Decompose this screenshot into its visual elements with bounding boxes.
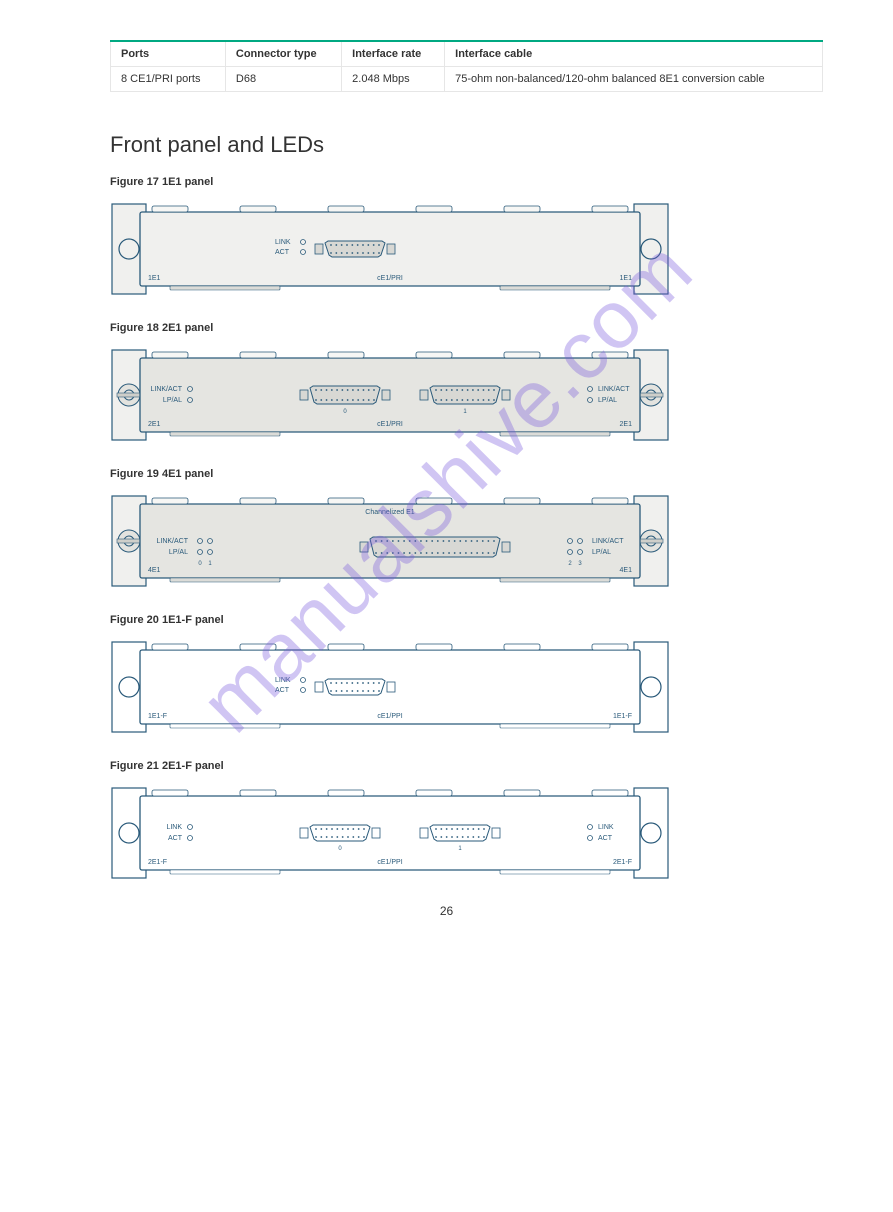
svg-text:LP/AL: LP/AL xyxy=(163,397,182,404)
cell-ports: 8 CE1/PRI ports xyxy=(111,67,226,92)
svg-text:Channelized E1: Channelized E1 xyxy=(365,509,415,516)
cell-rate: 2.048 Mbps xyxy=(342,67,445,92)
svg-text:ACT: ACT xyxy=(168,835,183,842)
svg-text:2E1: 2E1 xyxy=(620,421,633,428)
svg-text:4E1: 4E1 xyxy=(620,567,633,574)
svg-text:ACT: ACT xyxy=(598,835,613,842)
svg-text:LP/AL: LP/AL xyxy=(592,549,611,556)
svg-text:LINK: LINK xyxy=(598,824,614,831)
col-cable: Interface cable xyxy=(445,41,823,67)
svg-text:ACT: ACT xyxy=(275,249,290,256)
svg-text:LP/AL: LP/AL xyxy=(169,549,188,556)
svg-text:4E1: 4E1 xyxy=(148,567,161,574)
svg-text:cE1/PPI: cE1/PPI xyxy=(377,713,402,720)
table-row: 8 CE1/PRI ports D68 2.048 Mbps 75-ohm no… xyxy=(111,67,823,92)
svg-text:cE1/PPI: cE1/PPI xyxy=(377,859,402,866)
cell-connector: D68 xyxy=(225,67,341,92)
section-title: Front panel and LEDs xyxy=(110,132,823,158)
svg-text:cE1/PRI: cE1/PRI xyxy=(377,275,403,282)
figure: Figure 19 4E1 panelLINK/ACTLP/AL01LINK/A… xyxy=(110,468,823,596)
page: manualshive.com Ports Connector type Int… xyxy=(0,0,893,936)
svg-text:1E1-F: 1E1-F xyxy=(613,713,632,720)
svg-text:2E1-F: 2E1-F xyxy=(613,859,632,866)
table-header-row: Ports Connector type Interface rate Inte… xyxy=(111,41,823,67)
svg-text:cE1/PRI: cE1/PRI xyxy=(377,421,403,428)
svg-text:LINK/ACT: LINK/ACT xyxy=(592,538,624,545)
col-ports: Ports xyxy=(111,41,226,67)
figures-container: Figure 17 1E1 panelLINKACT1E11E1cE1/PRIF… xyxy=(110,176,823,888)
svg-text:LINK: LINK xyxy=(166,824,182,831)
figure-caption: Figure 20 1E1-F panel xyxy=(110,614,823,626)
figure: Figure 20 1E1-F panel LINK ACT 1E1-F 1E1-F cE… xyxy=(110,614,823,742)
spec-table: Ports Connector type Interface rate Inte… xyxy=(110,40,823,92)
svg-text:LINK: LINK xyxy=(275,239,291,246)
hardware-panel: LINK ACT 1E1 1E1 cE1/PRI xyxy=(110,194,670,304)
figure-caption: Figure 19 4E1 panel xyxy=(110,468,823,480)
hardware-panel: 01LINKACTLINKACT2E1-F2E1-FcE1/PPI xyxy=(110,778,670,888)
svg-text:LINK/ACT: LINK/ACT xyxy=(598,386,630,393)
svg-text:1E1: 1E1 xyxy=(148,275,161,282)
svg-text:LP/AL: LP/AL xyxy=(598,397,617,404)
svg-text:2E1: 2E1 xyxy=(148,421,161,428)
hardware-panel: 01LINK/ACTLP/ALLINK/ACTLP/AL2E12E1cE1/PR… xyxy=(110,340,670,450)
figure: Figure 18 2E1 panel01LINK/ACTLP/ALLINK/A… xyxy=(110,322,823,450)
svg-text:LINK/ACT: LINK/ACT xyxy=(156,538,188,545)
figure-caption: Figure 21 2E1-F panel xyxy=(110,760,823,772)
col-connector: Connector type xyxy=(225,41,341,67)
page-number: 26 xyxy=(440,904,453,918)
svg-text:2E1-F: 2E1-F xyxy=(148,859,167,866)
svg-text:LINK/ACT: LINK/ACT xyxy=(150,386,182,393)
cell-cable: 75-ohm non-balanced/120-ohm balanced 8E1… xyxy=(445,67,823,92)
svg-text:ACT: ACT xyxy=(275,687,290,694)
figure-caption: Figure 18 2E1 panel xyxy=(110,322,823,334)
hardware-panel: LINK ACT 1E1-F 1E1-F cE1/PPI xyxy=(110,632,670,742)
svg-text:1E1: 1E1 xyxy=(620,275,633,282)
figure: Figure 17 1E1 panel LINK ACT 1E1 1E1 cE1/PRI xyxy=(110,176,823,304)
figure-caption: Figure 17 1E1 panel xyxy=(110,176,823,188)
svg-text:LINK: LINK xyxy=(275,677,291,684)
figure: Figure 21 2E1-F panel01LINKACTLINKACT2E1… xyxy=(110,760,823,888)
col-rate: Interface rate xyxy=(342,41,445,67)
hardware-panel: LINK/ACTLP/AL01LINK/ACTLP/AL234E14E1Chan… xyxy=(110,486,670,596)
svg-text:1E1-F: 1E1-F xyxy=(148,713,167,720)
